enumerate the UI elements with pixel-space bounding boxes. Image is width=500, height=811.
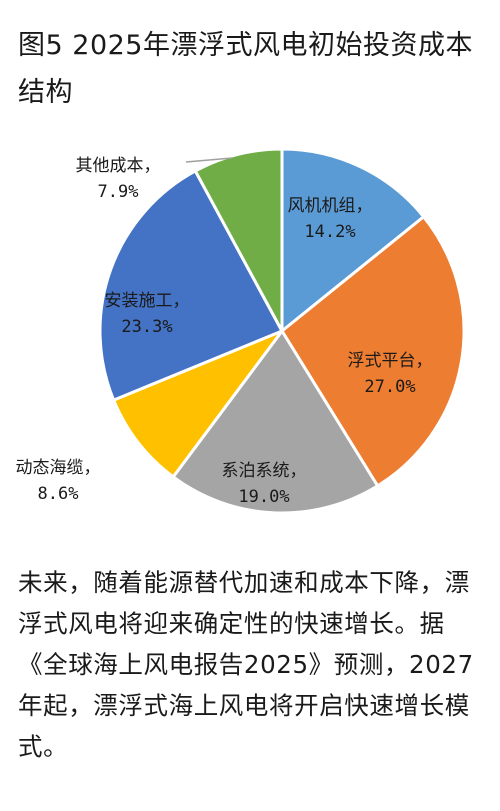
slice-value-label: 23.3% <box>121 317 172 337</box>
slice-value-label: 14.2% <box>304 222 355 242</box>
slice-category-label: 风机机组， <box>288 196 373 216</box>
slice-category-label: 安装施工， <box>105 291 190 311</box>
slice-category-label: 动态海缆， <box>16 458 101 478</box>
slice-value-label: 27.0% <box>364 377 415 397</box>
pie-chart: 风机机组， 14.2% 浮式平台， 27.0% 系泊系统， 19.0% 动态海缆， 8.6% 安… <box>0 140 500 540</box>
pie-slice <box>171 329 380 515</box>
pie-chart-svg: 风机机组， 14.2% 浮式平台， 27.0% 系泊系统， 19.0% 动态海缆， 8.6% 安… <box>16 147 466 515</box>
pie-slice <box>98 169 284 402</box>
slice-value-label: 8.6% <box>38 484 79 504</box>
pie-slice <box>112 329 284 479</box>
leader-line <box>185 157 233 163</box>
pie-slice <box>193 147 284 333</box>
slice-category-label: 浮式平台， <box>348 351 433 371</box>
slice-value-label: 19.0% <box>238 487 289 507</box>
figure-title: 图5 2025年漂浮式风电初始投资成本结构 <box>18 30 473 108</box>
slice-value-label: 7.9% <box>98 182 139 202</box>
slice-category-label: 系泊系统， <box>222 461 307 481</box>
slice-category-label: 其他成本， <box>76 156 161 176</box>
pie-slice <box>280 215 466 488</box>
pie-slice <box>280 147 426 333</box>
article-paragraph: 未来，随着能源替代加速和成本下降，漂浮式风电将迎来确定性的快速增长。据《全球海上… <box>18 568 474 761</box>
